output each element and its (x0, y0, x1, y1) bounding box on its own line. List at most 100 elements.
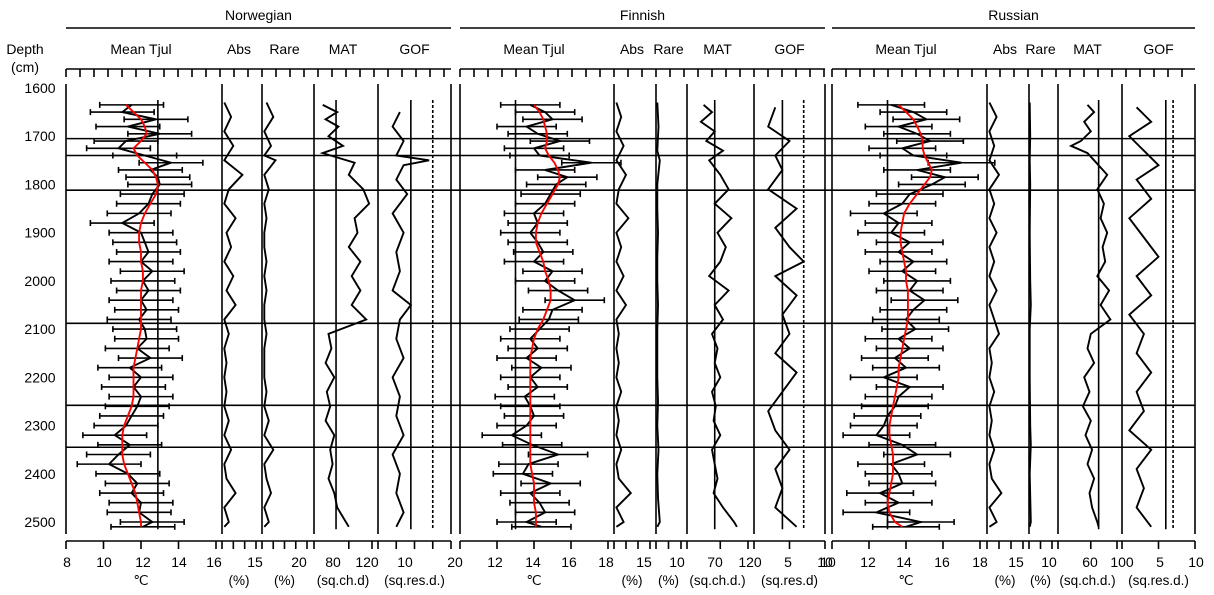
tick-label: 12 (860, 554, 876, 570)
panel-title-norwegian-mean-tjul: Mean Tjul (110, 41, 171, 57)
depth-tick-label-2500: 2500 (24, 514, 55, 530)
panel-unit-russian-gof: (sq.res.d.) (1128, 573, 1189, 588)
tick-label: 14 (171, 554, 187, 570)
tick-label: 8 (63, 554, 71, 570)
panel-title-russian-abs: Abs (993, 41, 1017, 57)
tick-label: 10 (669, 554, 685, 570)
group-title-finnish: Finnish (620, 7, 665, 23)
panel-title-finnish-rare: Rare (653, 41, 684, 57)
tick-label: 120 (355, 554, 379, 570)
tick-label: 60 (1082, 554, 1098, 570)
smooth-line-norwegian-mean-tjul (121, 104, 159, 527)
tick-label: 16 (206, 554, 222, 570)
series-line-norwegian-gof (391, 111, 430, 528)
panel-title-russian-rare: Rare (1025, 41, 1056, 57)
tick-label: 14 (525, 554, 541, 570)
series-line-norwegian-abs (223, 102, 244, 528)
tick-label: 16 (934, 554, 950, 570)
tick-label: 5 (784, 554, 792, 570)
series-line-russian-mat (1068, 104, 1112, 528)
series-line-russian-abs (988, 102, 1003, 528)
series-line-norwegian-rare (262, 102, 278, 528)
depth-tick-label-2100: 2100 (24, 321, 55, 337)
panel-unit-russian-abs: (%) (995, 573, 1016, 588)
series-line-russian-rare (1028, 102, 1032, 528)
depth-tick-label-2400: 2400 (24, 466, 55, 482)
tick-label: 12 (135, 554, 151, 570)
tick-label: 120 (738, 554, 762, 570)
depth-axis-label: Depth (6, 41, 43, 57)
panel-title-norwegian-gof: GOF (399, 41, 429, 57)
top-axis-norwegian (65, 68, 451, 77)
group-title-norwegian: Norwegian (225, 7, 292, 23)
top-axis-russian (831, 68, 1195, 77)
tick-label: 10 (820, 554, 836, 570)
series-line-finnish-mat (699, 104, 738, 528)
bottom-axis-russian (831, 540, 1196, 549)
series-line-norwegian-mat (319, 104, 371, 528)
series-line-finnish-abs (615, 102, 633, 528)
tick-label: 15 (247, 554, 263, 570)
panel-title-russian-gof: GOF (1143, 41, 1173, 57)
panel-title-finnish-gof: GOF (774, 41, 804, 57)
panel-unit-finnish-rare: (%) (658, 573, 679, 588)
panel-title-norwegian-mat: MAT (329, 41, 358, 57)
tick-label: 10 (1041, 554, 1057, 570)
panel-title-finnish-mat: MAT (703, 41, 732, 57)
panel-title-finnish-abs: Abs (620, 41, 644, 57)
top-axis-finnish (459, 68, 825, 77)
depth-tick-label-1800: 1800 (24, 176, 55, 192)
series-line-russian-mean-tjul (873, 103, 962, 528)
tick-label: 100 (1110, 554, 1134, 570)
series-line-finnish-rare (656, 102, 661, 528)
tick-label: 10 (1188, 554, 1204, 570)
panel-unit-russian-rare: (%) (1030, 573, 1051, 588)
panel-unit-norwegian-abs: (%) (229, 573, 250, 588)
tick-label: 20 (447, 554, 463, 570)
panel-title-russian-mean-tjul: Mean Tjul (875, 41, 936, 57)
bottom-tick-labels: 8 10 12 14 16 15 20 80 120 10 20 12 14 16 18 15 10 70 120 5… (63, 554, 1204, 570)
panel-unit-russian-mat: (sq.ch.d.) (1059, 573, 1115, 588)
panel-title-norwegian-rare: Rare (269, 41, 300, 57)
depth-tick-label-2200: 2200 (24, 369, 55, 385)
series-line-finnish-gof (766, 106, 806, 528)
panel-unit-norwegian-rare: (%) (274, 573, 295, 588)
tick-label: 80 (325, 554, 341, 570)
panel-unit-finnish-gof: (sq.res.d) (761, 573, 818, 588)
panel-unit-norwegian-gof: (sq.res.d.) (384, 573, 445, 588)
tick-label: 15 (1008, 554, 1024, 570)
group-title-russian: Russian (988, 7, 1039, 23)
error-bars-russian-mean-tjul (842, 101, 996, 530)
tick-label: 16 (561, 554, 577, 570)
bottom-axis-finnish (459, 540, 826, 549)
tick-label: 70 (707, 554, 723, 570)
tick-label: 20 (291, 554, 307, 570)
panel-unit-finnish-mat: (sq.ch.d.) (689, 573, 745, 588)
tick-label: 10 (817, 554, 833, 570)
series-line-finnish-mean-tjul (509, 104, 592, 528)
tick-label: 12 (487, 554, 503, 570)
tick-label: 18 (972, 554, 988, 570)
panel-unit-russian-mean-tjul: ℃ (898, 573, 913, 588)
tick-label: 18 (598, 554, 614, 570)
series-line-norwegian-mean-tjul (107, 104, 175, 528)
panel-unit-norwegian-mat: (sq.ch.d) (317, 573, 370, 588)
depth-tick-label-2300: 2300 (24, 418, 55, 434)
tick-label: 15 (636, 554, 652, 570)
panel-unit-norwegian-mean-tjul: ℃ (133, 573, 148, 588)
tick-label: 5 (1156, 554, 1164, 570)
bottom-axis-norwegian (65, 540, 452, 549)
depth-tick-label-1700: 1700 (24, 128, 55, 144)
panel-unit-finnish-mean-tjul: ℃ (526, 573, 541, 588)
depth-tick-label-1900: 1900 (24, 225, 55, 241)
smooth-line-russian-mean-tjul (886, 104, 933, 528)
error-bars-finnish-mean-tjul (481, 101, 622, 530)
series-line-russian-gof (1127, 106, 1160, 528)
panel-unit-finnish-abs: (%) (622, 573, 643, 588)
depth-axis-unit: (cm) (11, 59, 39, 75)
panel-title-norwegian-abs: Abs (227, 41, 251, 57)
tick-label: 10 (397, 554, 413, 570)
depth-tick-label-2000: 2000 (24, 273, 55, 289)
depth-tick-label-1600: 1600 (24, 80, 55, 96)
